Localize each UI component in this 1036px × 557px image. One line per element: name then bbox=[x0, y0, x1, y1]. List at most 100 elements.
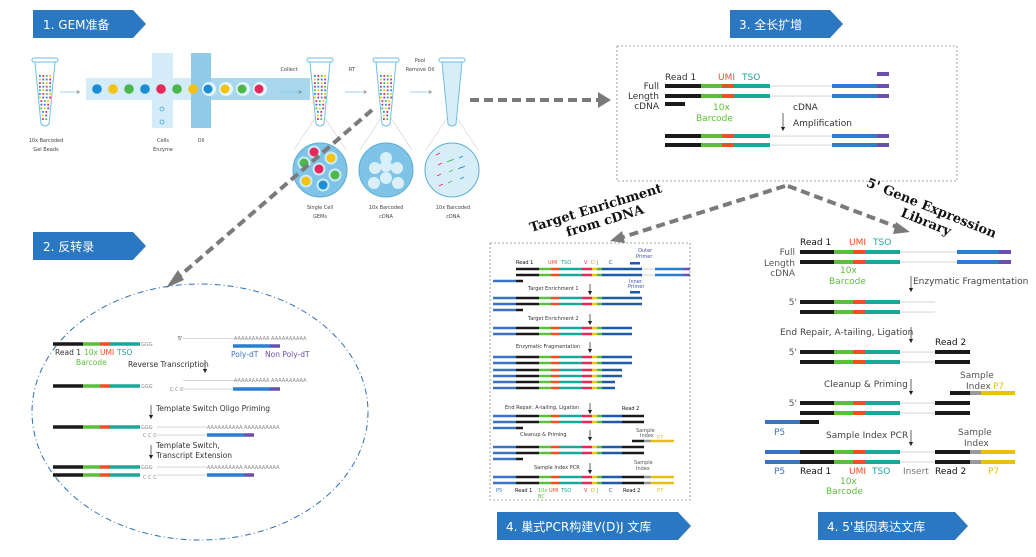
segment-P bbox=[877, 94, 889, 98]
segment-K bbox=[800, 250, 834, 254]
segment-T bbox=[560, 302, 582, 306]
segment-T bbox=[865, 300, 900, 304]
gex-bottom-label: Read 1 bbox=[800, 467, 831, 477]
segment-F bbox=[493, 368, 516, 372]
segment-G bbox=[701, 84, 722, 88]
gem-panel: 10x Barcoded Gel Beads Cells Enzyme Oil … bbox=[29, 53, 480, 220]
cdna-insert-line bbox=[900, 461, 935, 463]
segment-T bbox=[110, 342, 140, 346]
vdj-p7-label: P7 bbox=[657, 435, 663, 441]
segment-O bbox=[853, 450, 865, 454]
segment-K bbox=[516, 273, 539, 277]
p5-primer bbox=[493, 279, 523, 283]
cdna-insert-line bbox=[900, 311, 935, 313]
segment-G bbox=[539, 374, 551, 378]
segment-T bbox=[865, 260, 900, 264]
gex-step-label: End Repair, A-tailing, Ligation bbox=[780, 328, 913, 338]
tube-icon bbox=[424, 57, 480, 198]
gex-read1-label: Read 1 bbox=[800, 238, 831, 248]
segment-K bbox=[935, 350, 970, 354]
vdj-cdna bbox=[516, 273, 690, 277]
segment-G bbox=[539, 296, 551, 300]
segment-Y bbox=[651, 481, 674, 485]
vdj-sample-index-label-2: Index bbox=[640, 433, 654, 439]
segment-P bbox=[244, 433, 254, 437]
gex-5prime-label: 5' bbox=[789, 399, 797, 409]
segment-K bbox=[516, 451, 539, 455]
barcoded-cdna-label-a2: cDNA bbox=[379, 214, 393, 220]
segment-K bbox=[800, 411, 834, 415]
ggg-label: GGG bbox=[141, 465, 153, 471]
segment-O bbox=[853, 350, 865, 354]
segment-V bbox=[582, 332, 592, 336]
segment-K bbox=[622, 445, 644, 449]
ccc-label: C C C bbox=[143, 433, 157, 439]
segment-F bbox=[765, 420, 800, 424]
segment-D bbox=[592, 361, 597, 365]
polydt-label: Poly-dT bbox=[231, 350, 259, 359]
segment-K bbox=[665, 94, 701, 98]
segment-K bbox=[516, 457, 523, 461]
segment-T bbox=[734, 84, 770, 88]
segment-O bbox=[551, 451, 560, 455]
segment-T bbox=[865, 401, 900, 405]
segment-F bbox=[493, 426, 516, 430]
segment-J bbox=[597, 374, 602, 378]
segment-J bbox=[597, 267, 602, 271]
segment-T bbox=[560, 355, 582, 359]
segment-V bbox=[582, 302, 592, 306]
segment-K bbox=[935, 450, 970, 454]
segment-O bbox=[551, 332, 560, 336]
segment-T bbox=[734, 94, 770, 98]
cdna-insert-line bbox=[770, 95, 832, 97]
segment-T bbox=[560, 326, 582, 330]
segment-D bbox=[592, 273, 597, 277]
dna-strand bbox=[493, 420, 644, 424]
segment-K bbox=[516, 302, 539, 306]
segment-J bbox=[597, 475, 602, 479]
dna-strand bbox=[493, 414, 644, 418]
segment-O bbox=[551, 420, 560, 424]
p5-primer bbox=[493, 426, 523, 430]
vdj-sample-index-label: Sample bbox=[636, 428, 655, 434]
barcoded-gel-bead-oligo bbox=[53, 342, 140, 346]
vdj-bottom-label: TSO bbox=[560, 488, 571, 494]
segment-G bbox=[834, 360, 853, 364]
segment-G bbox=[834, 350, 853, 354]
segment-K bbox=[516, 374, 539, 378]
segment-B bbox=[207, 473, 244, 477]
cdna-insert-line bbox=[157, 474, 207, 476]
segment-F bbox=[493, 457, 516, 461]
segment-G bbox=[539, 414, 551, 418]
gex-10x-label: 10x bbox=[840, 477, 857, 487]
segment-G bbox=[834, 450, 853, 454]
dna-strand bbox=[53, 384, 140, 388]
polya-tail: AAAAAAAAAA AAAAAAAAAA bbox=[234, 336, 307, 342]
dna-strand bbox=[157, 466, 207, 468]
gex-bottom-label: P5 bbox=[774, 467, 785, 477]
segment-G bbox=[539, 481, 551, 485]
segment-K bbox=[935, 460, 970, 464]
segment-K bbox=[516, 481, 539, 485]
segment-B bbox=[655, 273, 683, 277]
segment-G bbox=[539, 380, 551, 384]
segment-B bbox=[832, 143, 877, 147]
segment-G bbox=[834, 411, 853, 415]
target-enrichment-label: Target Enrichment from cDNA bbox=[528, 181, 664, 240]
segment-B bbox=[832, 84, 877, 88]
segment-K bbox=[935, 360, 970, 364]
ggg-label: GGG bbox=[141, 342, 153, 348]
gex-index-primer bbox=[950, 391, 1015, 395]
segment-O bbox=[722, 84, 734, 88]
segment-C bbox=[602, 445, 622, 449]
segment-T bbox=[560, 273, 582, 277]
segment-K bbox=[516, 414, 539, 418]
segment-K bbox=[632, 439, 644, 443]
gex-5prime-label: 5' bbox=[789, 348, 797, 358]
segment-C bbox=[602, 361, 632, 365]
segment-G bbox=[701, 94, 722, 98]
segment-O bbox=[551, 355, 560, 359]
segment-O bbox=[853, 310, 865, 314]
segment-K bbox=[950, 391, 970, 395]
segment-J bbox=[597, 361, 602, 365]
